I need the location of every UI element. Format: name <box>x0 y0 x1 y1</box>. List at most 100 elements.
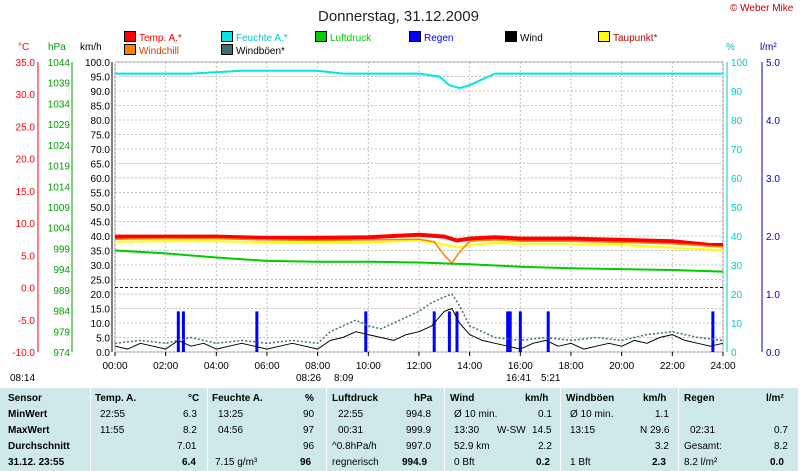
legend-swatch <box>221 31 233 42</box>
axis-tick-label: 15.0 <box>91 305 111 316</box>
x-tick-label: 24:00 <box>710 361 735 372</box>
wind-unit: km/h <box>525 393 549 404</box>
press-avg-value: 997.0 <box>406 441 432 452</box>
wind-distance: 52.9 km <box>454 441 490 452</box>
time-marker-2: 08:26 <box>296 373 322 384</box>
axis-tick-label: 25.0 <box>91 276 111 287</box>
legend-item: Luftdruck <box>315 31 371 44</box>
row-label-avg: Durchschnitt <box>8 441 70 452</box>
axis-tick-label: 80.0 <box>91 116 111 127</box>
table-divider <box>90 388 91 471</box>
rain-max-time: 02:31 <box>690 425 716 436</box>
temp-header: Temp. A. <box>95 393 137 404</box>
axis-tick-label: 20 <box>731 290 743 301</box>
axis-tick-label: 60 <box>731 174 743 185</box>
axis-tick-label: 0.0 <box>21 284 35 295</box>
time-marker-3: 8:09 <box>334 373 354 384</box>
time-marker-1: 08:14 <box>10 373 36 384</box>
axis-tick-label: 20.0 <box>16 155 36 166</box>
press-current-value: 994.9 <box>402 457 428 468</box>
axis-tick-label: 30.0 <box>16 90 36 101</box>
hum-min-value: 90 <box>303 409 315 420</box>
wind-avg-value: 2.2 <box>538 441 552 452</box>
x-tick-label: 08:00 <box>305 361 330 372</box>
hum-current-value: 96 <box>300 457 312 468</box>
x-tick-label: 02:00 <box>153 361 178 372</box>
legend-swatch <box>124 31 136 42</box>
rain-bar <box>455 311 459 352</box>
table-divider <box>326 388 327 471</box>
legend-item: Temp. A.* <box>124 31 182 44</box>
unit-temp: °C <box>18 42 30 53</box>
axis-tick-label: 3.0 <box>766 174 780 185</box>
press-unit: hPa <box>414 393 433 404</box>
x-tick-label: 06:00 <box>254 361 279 372</box>
axis-tick-label: 80 <box>731 116 743 127</box>
series-line <box>114 239 724 252</box>
rain-max-value: 0.7 <box>774 425 788 436</box>
axis-tick-label: 984 <box>53 307 70 318</box>
axis-tick-label: 974 <box>53 348 70 359</box>
legend-item: Feuchte A.* <box>221 31 288 44</box>
axis-tick-label: 100.0 <box>85 58 110 69</box>
axis-tick-label: 1004 <box>48 224 71 235</box>
axis-tick-label: -10.0 <box>12 348 35 359</box>
rain-bar <box>447 311 451 352</box>
axis-tick-label: 994 <box>53 265 70 276</box>
axis-tick-label: 999 <box>53 244 70 255</box>
legend-swatch <box>505 31 517 42</box>
wind-bft: 0 Bft <box>454 457 475 468</box>
gust-bft: 1 Bft <box>570 457 591 468</box>
x-tick-label: 14:00 <box>457 361 482 372</box>
hum-unit: % <box>305 393 314 404</box>
legend-swatch <box>315 31 327 42</box>
time-marker-5: 5:21 <box>541 373 561 384</box>
series-line <box>114 308 724 350</box>
table-divider <box>560 388 561 471</box>
temp-avg-value: 7.01 <box>177 441 197 452</box>
wind-max-value: 14.5 <box>532 425 552 436</box>
press-header: Luftdruck <box>332 393 379 404</box>
series-line <box>115 232 723 247</box>
x-tick-label: 20:00 <box>609 361 634 372</box>
unit-hum: % <box>726 42 735 53</box>
axis-tick-label: 5.0 <box>21 251 35 262</box>
axis-tick-label: 35.0 <box>91 247 111 258</box>
rain-unit: l/m² <box>766 393 784 404</box>
rain-current-value: 0.0 <box>770 457 784 468</box>
chart-title: Donnerstag, 31.12.2009 <box>318 8 479 25</box>
gust-unit: km/h <box>643 393 667 404</box>
legend-item: Windböen* <box>221 44 285 57</box>
axis-tick-label: 30 <box>731 261 743 272</box>
axis-tick-label: 35.0 <box>16 58 36 69</box>
axis-tick-label: 2.0 <box>766 232 780 243</box>
x-tick-label: 18:00 <box>558 361 583 372</box>
legend-label: Wind <box>520 33 543 44</box>
hum-max-value: 97 <box>303 425 315 436</box>
unit-wind: km/h <box>80 42 102 53</box>
axis-tick-label: 1044 <box>48 58 71 69</box>
axis-tick-label: 65.0 <box>91 160 111 171</box>
press-max-value: 999.9 <box>406 425 432 436</box>
x-tick-label: 22:00 <box>660 361 685 372</box>
hum-header: Feuchte A. <box>212 393 263 404</box>
axis-tick-label: 1034 <box>48 99 71 110</box>
table-divider <box>444 388 445 471</box>
gust-max-time: 13:15 <box>570 425 596 436</box>
hum-min-time: 13:25 <box>218 409 244 420</box>
legend-label: Windchill <box>139 46 180 57</box>
x-tick-label: 12:00 <box>406 361 431 372</box>
rain-bar <box>364 311 368 352</box>
temp-current-value: 6.4 <box>182 457 196 468</box>
axis-tick-label: 4.0 <box>766 116 780 127</box>
axis-tick-label: -5.0 <box>18 316 36 327</box>
legend-label: Regen <box>424 33 454 44</box>
wind-max-dir: W-SW <box>497 425 526 436</box>
series-line <box>114 293 724 345</box>
axis-tick-label: 60.0 <box>91 174 111 185</box>
axis-tick-label: 989 <box>53 286 70 297</box>
axis-tick-label: 5.0 <box>96 334 110 345</box>
press-forecast: regnerisch <box>332 457 379 468</box>
x-tick-label: 04:00 <box>204 361 229 372</box>
time-marker-4: 16:41 <box>506 373 532 384</box>
